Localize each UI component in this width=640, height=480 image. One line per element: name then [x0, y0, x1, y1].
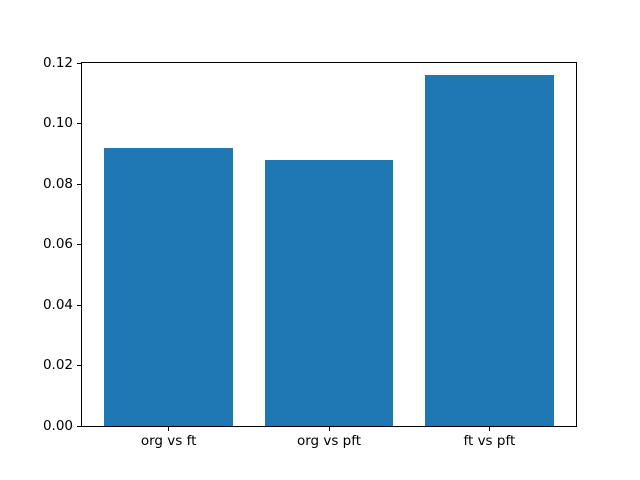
y-tick-label: 0.10: [42, 115, 73, 131]
x-tick-label: org vs ft: [140, 433, 197, 449]
plot-area: 0.00 0.02 0.04 0.06 0.08 0.10 0.12 org vs ft org…: [43, 56, 577, 448]
y-tick-mark: [77, 425, 81, 427]
y-tick-mark: [77, 123, 81, 124]
y-tick-label: 0.08: [42, 175, 73, 192]
y-tick-label: 0.00: [42, 417, 73, 434]
y-tick-label: 0.06: [42, 236, 73, 252]
x-tick-mark: [328, 427, 330, 431]
y-tick-mark: [77, 62, 81, 64]
y-tick-mark: [77, 183, 81, 185]
y-tick-mark: [77, 365, 81, 366]
y-tick-mark: [77, 244, 81, 245]
bar-org-vs-pft: [264, 159, 394, 426]
y-tick-label: 0.02: [42, 357, 73, 373]
x-tick-label: ft vs pft: [463, 433, 516, 449]
y-tick-label: 0.04: [42, 296, 73, 313]
bar-org-vs-ft: [104, 147, 233, 426]
x-tick-mark: [488, 427, 490, 431]
x-tick-mark: [168, 427, 170, 431]
y-tick-label: 0.12: [42, 54, 73, 71]
x-tick-label: org vs pft: [296, 433, 362, 449]
bar-ft-vs-pft: [425, 75, 554, 426]
y-tick-mark: [77, 304, 81, 306]
